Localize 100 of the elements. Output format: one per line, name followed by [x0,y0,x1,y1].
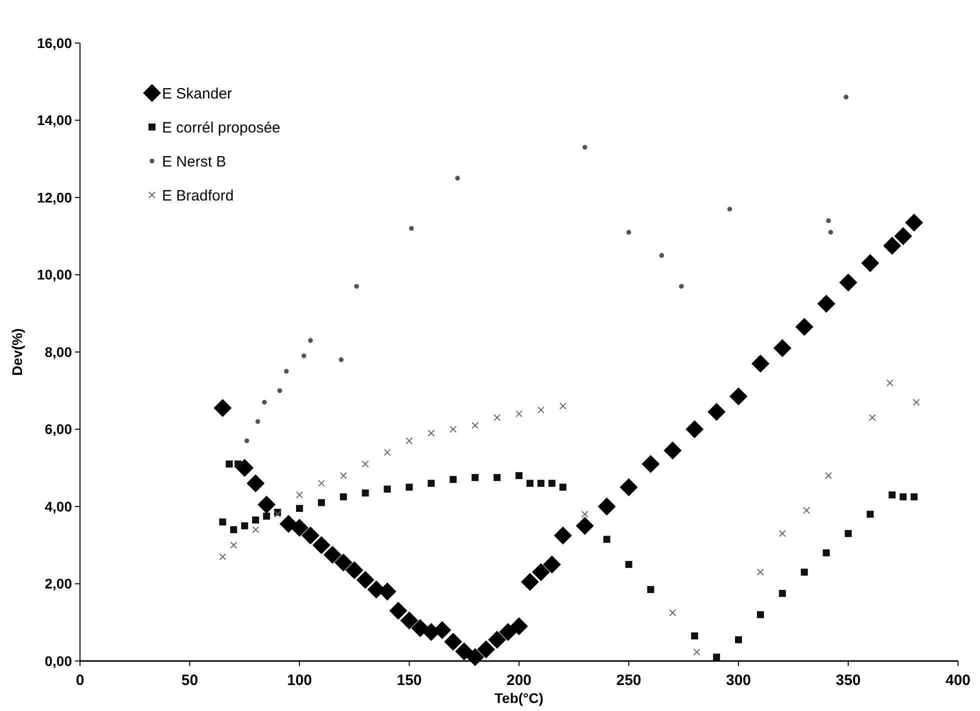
point [693,648,700,656]
y-tick-label: 0,00 [44,652,72,669]
point [537,480,544,487]
point [708,402,726,421]
point [510,617,528,636]
point [554,526,572,544]
point [542,555,561,574]
point [494,474,501,482]
point [826,218,831,224]
point [226,460,233,468]
x-tick-label: 0 [76,672,84,689]
point [620,478,638,496]
point [241,522,248,530]
point [301,353,306,358]
point [450,426,457,433]
point [669,609,676,616]
point [751,354,770,373]
point [559,484,566,491]
point [691,632,698,640]
point [625,560,632,568]
legend-label: E Nerst B [162,153,226,170]
point [735,636,742,644]
point [246,474,265,492]
point [230,542,238,549]
point [406,437,413,444]
y-tick-label: 2,00 [44,576,72,592]
point [290,518,308,537]
point [626,230,632,235]
x-axis-title: Teb(°C) [494,690,544,706]
point [905,214,924,232]
point [839,273,858,292]
point [389,602,408,620]
point [647,586,654,594]
point [773,339,792,358]
point [428,430,435,437]
point [828,230,834,235]
legend-label: E Skander [162,85,232,102]
point [384,486,391,493]
point [301,526,320,544]
point [800,568,808,576]
point [411,619,430,638]
point [532,563,550,582]
y-tick-label: 8,00 [44,344,72,360]
point [861,254,880,272]
point [576,516,594,535]
point [844,530,852,538]
point [894,227,912,246]
point [258,496,276,514]
point [494,414,501,422]
point [598,498,616,516]
point [713,654,720,661]
point [340,472,347,480]
point [323,546,342,564]
point [362,489,369,496]
point [230,526,238,534]
point [822,549,830,556]
point [756,611,764,618]
point [296,504,303,512]
point [659,253,664,258]
point [318,499,325,506]
point [345,561,364,580]
point [338,357,344,362]
point [450,476,457,483]
x-tick-label: 350 [836,672,861,689]
point [868,414,876,422]
point [252,526,260,534]
point [730,387,748,406]
x-tick-label: 150 [396,672,422,689]
point [219,518,226,526]
point [727,206,732,212]
point [362,460,369,468]
point [477,640,496,658]
point [582,144,588,150]
point [778,530,786,538]
point [334,554,352,572]
y-axis-title: Dev(%) [9,328,25,376]
point [466,648,484,666]
y-tick-label: 12,00 [36,189,72,206]
point [516,410,522,418]
legend-label: E Bradford [162,187,234,204]
point [866,510,874,518]
point [219,553,226,560]
legend-label: E corrél proposée [162,119,280,136]
point [912,398,920,406]
point [252,516,260,524]
point [244,438,250,444]
point [520,572,539,591]
point [356,570,374,589]
point [277,388,282,394]
y-tick-label: 6,00 [44,421,72,438]
point [318,480,325,487]
point [488,630,506,649]
point [455,642,474,660]
point [296,491,303,498]
x-tick-label: 300 [726,672,752,689]
point [308,338,313,343]
point [262,400,267,405]
y-tick-label: 16,00 [36,34,72,51]
y-tick-label: 4,00 [44,498,72,514]
point [499,623,518,642]
